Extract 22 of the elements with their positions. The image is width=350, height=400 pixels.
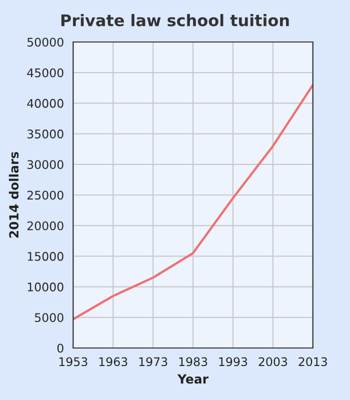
x-tick-label: 2013: [298, 357, 327, 366]
y-tick-label: 0: [57, 344, 64, 353]
y-tick-label: 15000: [28, 252, 64, 261]
y-tick-label: 45000: [27, 68, 64, 78]
chart-title: Private law school tuition: [61, 14, 289, 26]
x-tick-label: 1973: [139, 357, 168, 366]
x-tick-label: 2003: [258, 357, 288, 366]
y-tick-label: 40000: [27, 98, 64, 108]
y-tick-label: 25000: [27, 190, 64, 200]
y-axis-title: 2014 dollars: [8, 152, 19, 238]
x-tick-label: 1953: [59, 357, 88, 366]
y-tick-label: 10000: [28, 282, 64, 292]
y-tick-label: 50000: [27, 38, 64, 47]
x-tick-label: 1993: [219, 357, 248, 366]
line-series: [73, 84, 313, 320]
x-axis-title: Year: [177, 374, 208, 384]
y-tick-label: 5000: [34, 313, 64, 322]
x-tick-label: 1983: [179, 357, 208, 366]
y-tick-label: 30000: [27, 160, 64, 170]
y-tick-label: 20000: [27, 221, 64, 230]
y-tick-label: 35000: [27, 130, 64, 138]
x-tick-label: 1963: [99, 357, 128, 366]
